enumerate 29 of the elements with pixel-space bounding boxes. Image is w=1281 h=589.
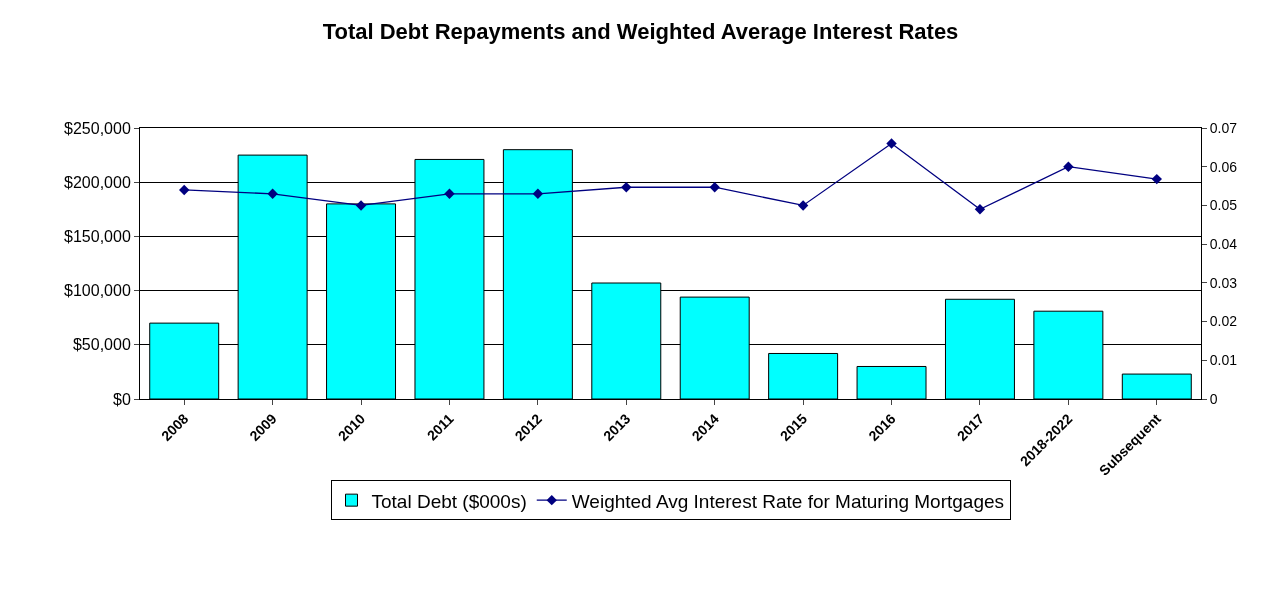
legend-label: Weighted Avg Interest Rate for Maturing Mortgages [571,490,1005,512]
y2-tick-label: 0.06 [1209,158,1238,175]
point [179,184,190,196]
point [355,200,367,211]
point [444,188,455,200]
point [532,188,544,200]
y-tick-label: $50,000 [72,336,131,354]
point [886,138,897,149]
y-tick-label: $200,000 [64,173,131,191]
y2-tick-label: 0.05 [1209,197,1238,214]
y-tick-label: $150,000 [64,228,131,245]
point [621,182,632,193]
point [1063,161,1074,172]
y-tick-label: $250,000 [64,119,131,137]
point [974,204,986,215]
legend-label: Total Debt ($000s) [371,490,527,512]
y2-tick-label: 0.02 [1209,313,1238,330]
y2-tick-label: 0.03 [1209,274,1238,291]
point [797,200,809,211]
y2-tick-label: 0 [1209,390,1218,407]
point [267,188,278,200]
y2-tick-label: 0.01 [1209,352,1238,369]
y-tick-label: $0 [113,390,131,408]
y2-tick-label: 0.07 [1209,119,1238,136]
chart-title: Total Debt Repayments and Weighted Average Interest Rates [322,18,959,44]
y2-tick-label: 0.04 [1209,236,1238,253]
point [709,182,720,193]
y-tick-label: $100,000 [64,282,131,300]
point [1151,173,1162,185]
